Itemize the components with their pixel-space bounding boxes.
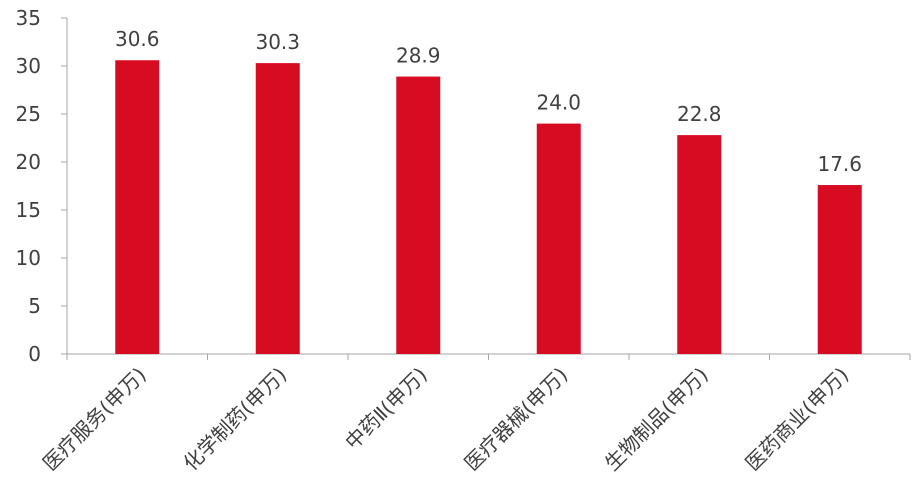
data-label: 28.9 (396, 44, 441, 68)
y-axis: 0 5 10 15 20 25 30 35 (16, 6, 68, 366)
x-category-label: 生物制品(申万) (600, 363, 713, 476)
y-tick-label: 10 (16, 246, 41, 270)
bar (115, 60, 160, 355)
bar (817, 185, 862, 354)
bars-group (115, 60, 862, 355)
data-label: 24.0 (536, 91, 581, 115)
data-label: 17.6 (817, 152, 862, 176)
y-tick-label: 30 (16, 54, 41, 78)
y-tick-label: 35 (16, 6, 41, 30)
y-tick-label: 25 (16, 102, 41, 126)
data-label: 22.8 (677, 102, 722, 126)
bar (396, 76, 441, 354)
x-category-label: 化学制药(申万) (178, 363, 291, 476)
category-labels-group: 医疗服务(申万) 化学制药(申万) 中药Ⅱ(申万) 医疗器械(申万) 生物制品(申万) 医… (38, 363, 853, 476)
data-labels-group: 30.6 30.3 28.9 24.0 22.8 17.6 (115, 27, 862, 176)
y-tick-label: 5 (28, 294, 41, 318)
x-category-label: 医药商业(申万) (740, 363, 853, 476)
x-category-label: 医疗器械(申万) (459, 363, 572, 476)
x-axis (66, 353, 911, 360)
bar (255, 63, 300, 355)
x-category-label: 中药Ⅱ(申万) (340, 363, 432, 455)
x-category-label: 医疗服务(申万) (38, 363, 151, 476)
bar (536, 123, 581, 354)
y-tick-label: 0 (28, 342, 41, 366)
data-label: 30.6 (115, 27, 160, 51)
data-label: 30.3 (255, 30, 300, 54)
y-tick-label: 20 (16, 150, 41, 174)
y-tick-label: 15 (16, 198, 41, 222)
bar (677, 135, 722, 354)
